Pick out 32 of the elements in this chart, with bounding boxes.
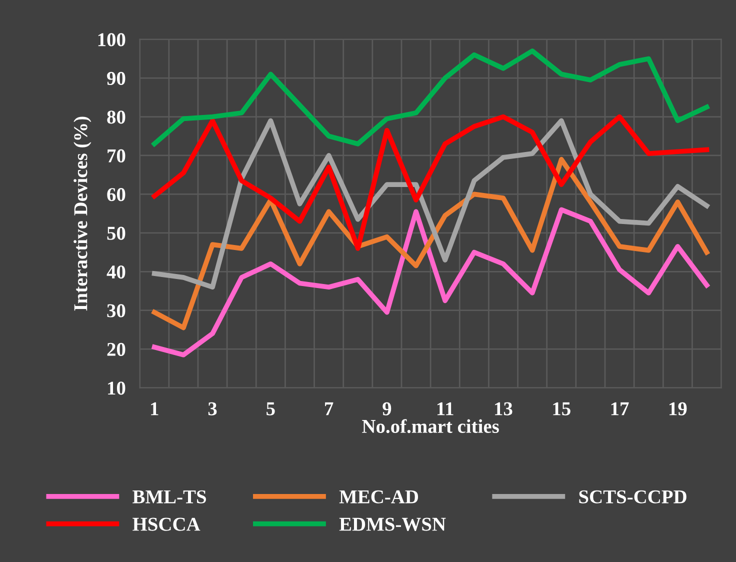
legend-label: MEC-AD [339, 490, 418, 504]
legend-label: HSCCA [132, 518, 200, 531]
x-tick-label: 7 [325, 402, 334, 416]
y-tick-label: 70 [108, 149, 126, 162]
y-tick-label: 90 [107, 72, 126, 85]
y-tick-label: 80 [107, 110, 126, 124]
x-tick-label: 11 [437, 402, 454, 416]
legend-label: EDMS-WSN [339, 518, 446, 531]
x-tick-label: 1 [151, 402, 158, 416]
x-axis-title: No.of.mart cities [362, 419, 499, 434]
x-tick-label: 15 [553, 402, 570, 416]
x-tick-label: 5 [266, 402, 275, 416]
line-series [152, 156, 710, 330]
y-axis-title: Interactive Devices (%) [74, 116, 92, 311]
legend-label: BML-TS [132, 490, 206, 504]
y-tick-label: 50 [107, 226, 126, 240]
y-tick-label: 30 [107, 304, 126, 318]
y-tick-label: 40 [106, 265, 126, 279]
x-tick-label: 3 [208, 402, 217, 416]
y-tick-label: 10 [108, 382, 126, 395]
legend-label: SCTS-CCPD [579, 490, 686, 504]
x-tick-label: 17 [611, 402, 629, 416]
line-series [152, 207, 710, 358]
line-series [152, 118, 710, 290]
x-tick-label: 9 [382, 402, 392, 416]
y-tick-label: 100 [98, 33, 126, 46]
line-series [152, 114, 710, 251]
y-tick-label: 20 [107, 342, 126, 356]
line-series [152, 48, 710, 146]
y-tick-label: 60 [107, 188, 126, 202]
x-tick-label: 19 [670, 402, 687, 416]
x-tick-label: 13 [495, 402, 512, 416]
